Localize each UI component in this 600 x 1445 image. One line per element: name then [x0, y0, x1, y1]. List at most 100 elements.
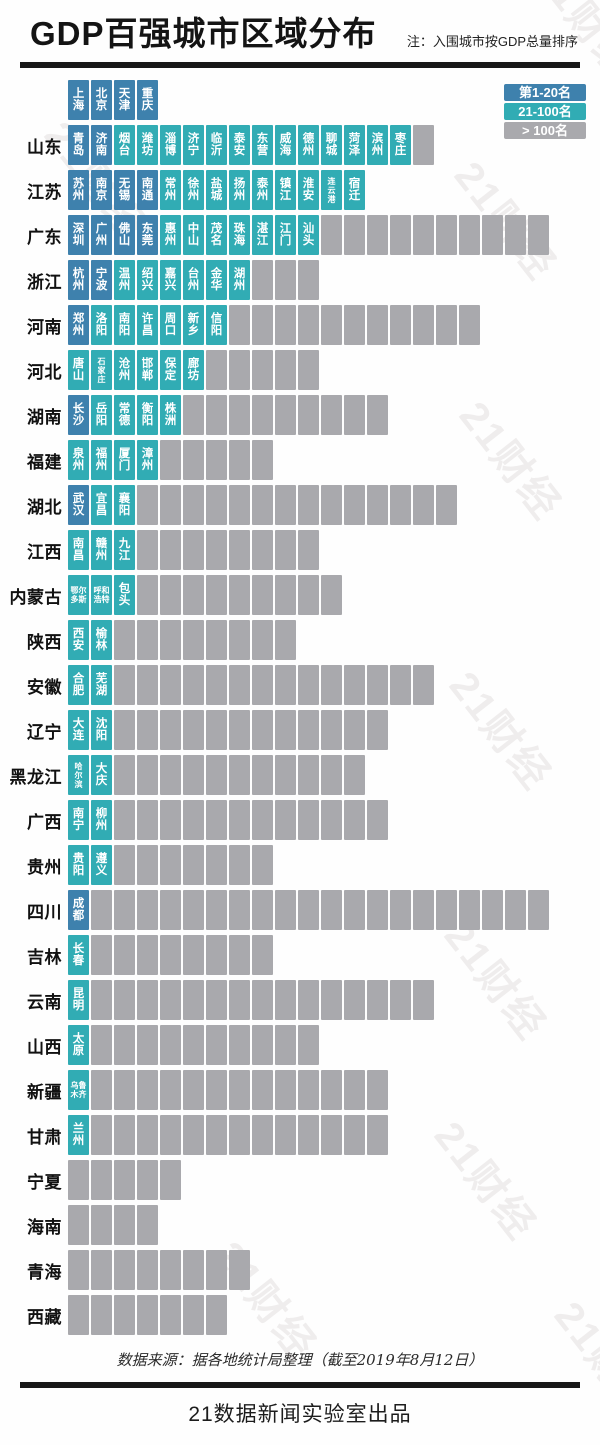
over100-cell: [183, 575, 204, 615]
over100-cell: [298, 395, 319, 435]
city-cell-rank21_100: 徐州: [183, 170, 204, 210]
over100-cell: [344, 1070, 365, 1110]
over100-cell: [367, 665, 388, 705]
city-cell-rank21_100: 合肥: [68, 665, 89, 705]
province-label: 云南: [27, 992, 62, 1012]
over100-cell: [160, 1160, 181, 1200]
over100-cell: [206, 575, 227, 615]
city-cell-top20: 济南: [91, 125, 112, 165]
city-cell-rank21_100: 兰州: [68, 1115, 89, 1155]
row-青海: 青海: [0, 1250, 600, 1290]
over100-cell: [298, 1070, 319, 1110]
city-cells: 上海北京天津重庆: [68, 80, 158, 120]
over100-cell: [206, 1115, 227, 1155]
city-cell-rank21_100: 周口: [160, 305, 181, 345]
province-label: 福建: [27, 452, 62, 472]
city-cell-rank21_100: 茂名: [206, 215, 227, 255]
city-cells: [68, 1295, 227, 1335]
over100-cell: [229, 350, 250, 390]
city-cells: [68, 1205, 158, 1245]
row-甘肃: 甘肃兰州: [0, 1115, 600, 1155]
over100-cell: [183, 1070, 204, 1110]
over100-cell: [229, 440, 250, 480]
over100-cell: [183, 1250, 204, 1290]
over100-cell: [436, 215, 457, 255]
over100-cell: [252, 1070, 273, 1110]
over100-cell: [459, 305, 480, 345]
over100-cell: [275, 395, 296, 435]
over100-cell: [436, 305, 457, 345]
over100-cell: [91, 1070, 112, 1110]
footer-divider: [20, 1382, 580, 1388]
city-cell-rank21_100: 新乡: [183, 305, 204, 345]
over100-cell: [183, 530, 204, 570]
city-cell-rank21_100: 泉州: [68, 440, 89, 480]
over100-cell: [114, 800, 135, 840]
city-cell-top20: 苏州: [68, 170, 89, 210]
over100-cell: [137, 890, 158, 930]
over100-cell: [298, 800, 319, 840]
province-label: 山东: [27, 137, 62, 157]
over100-cell: [298, 260, 319, 300]
over100-cell: [344, 800, 365, 840]
row-内蒙古: 内蒙古 鄂尔 多斯 呼和 浩特包头: [0, 575, 600, 615]
over100-cell: [68, 1250, 89, 1290]
over100-cell: [137, 800, 158, 840]
over100-cell: [344, 710, 365, 750]
city-cells: 哈尔滨大庆: [68, 755, 365, 795]
over100-cell: [160, 575, 181, 615]
city-cells: 贵阳遵义: [68, 845, 273, 885]
province-label: 辽宁: [27, 722, 62, 742]
city-cells: 兰州: [68, 1115, 388, 1155]
over100-cell: [206, 485, 227, 525]
over100-cell: [344, 395, 365, 435]
city-cell-rank21_100: 金华: [206, 260, 227, 300]
over100-cell: [252, 395, 273, 435]
city-cell-rank21_100: 昆明: [68, 980, 89, 1020]
row-江西: 江西南昌赣州九江: [0, 530, 600, 570]
over100-cell: [137, 1205, 158, 1245]
city-cell-top20: 成都: [68, 890, 89, 930]
over100-cell: [137, 935, 158, 975]
over100-cell: [183, 620, 204, 660]
over100-cell: [252, 440, 273, 480]
over100-cell: [321, 710, 342, 750]
over100-cell: [160, 845, 181, 885]
city-cells: 合肥芜湖: [68, 665, 434, 705]
province-label: 广东: [27, 227, 62, 247]
over100-cell: [367, 1070, 388, 1110]
city-cell-rank21_100: 岳阳: [91, 395, 112, 435]
over100-cell: [252, 305, 273, 345]
province-label: 江西: [27, 542, 62, 562]
over100-cell: [252, 1025, 273, 1065]
over100-cell: [413, 980, 434, 1020]
over100-cell: [344, 755, 365, 795]
over100-cell: [206, 1295, 227, 1335]
over100-cell: [91, 1115, 112, 1155]
over100-cell: [229, 665, 250, 705]
over100-cell: [321, 305, 342, 345]
province-label: 新疆: [27, 1082, 62, 1102]
city-cell-rank21_100: 台州: [183, 260, 204, 300]
province-label: 湖南: [27, 407, 62, 427]
over100-cell: [206, 755, 227, 795]
over100-cell: [298, 575, 319, 615]
city-cell-top20: 郑州: [68, 305, 89, 345]
over100-cell: [114, 1295, 135, 1335]
over100-cell: [321, 890, 342, 930]
over100-cell: [91, 1160, 112, 1200]
over100-cell: [298, 710, 319, 750]
over100-cell: [114, 1250, 135, 1290]
over100-cell: [114, 845, 135, 885]
over100-cell: [413, 125, 434, 165]
province-label: 湖北: [27, 497, 62, 517]
over100-cell: [252, 575, 273, 615]
city-cell-rank21_100: 南宁: [68, 800, 89, 840]
city-cells: [68, 1160, 181, 1200]
chart-rows: 上海北京天津重庆山东青岛济南烟台潍坊淄博济宁临沂泰安东营威海德州聊城菏泽滨州枣庄…: [0, 80, 600, 1335]
city-cell-rank21_100: 厦门: [114, 440, 135, 480]
city-cell-rank21_100: 衡阳: [137, 395, 158, 435]
city-cell-top20: 南通: [137, 170, 158, 210]
city-cell-rank21_100: 镇江: [275, 170, 296, 210]
row-西藏: 西藏: [0, 1295, 600, 1335]
